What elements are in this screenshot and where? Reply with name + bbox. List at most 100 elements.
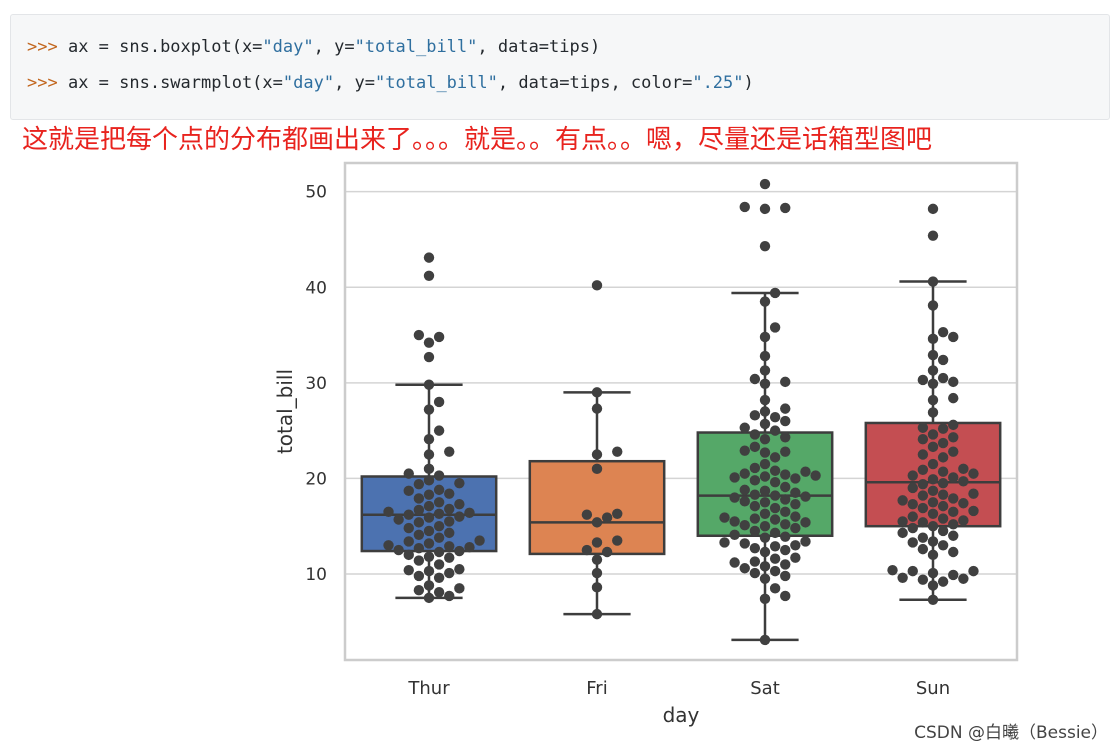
swarm-point	[581, 509, 593, 520]
swarm-point	[769, 452, 781, 463]
swarm-point	[790, 511, 801, 522]
swarm-point	[927, 474, 939, 485]
swarm-point	[423, 512, 435, 523]
swarm-point	[444, 516, 455, 527]
swarm-point	[433, 396, 445, 408]
swarm-point	[749, 525, 761, 537]
swarm-point	[403, 536, 414, 547]
swarm-point	[800, 466, 811, 477]
swarm-point	[948, 419, 959, 431]
swarm-point	[759, 394, 771, 406]
x-tick-label: Sat	[750, 678, 780, 699]
swarm-point	[780, 432, 791, 443]
swarm-point	[591, 449, 603, 460]
swarm-point	[403, 485, 414, 497]
y-tick-label: 10	[305, 565, 327, 585]
repl-prompt: >>>	[27, 37, 58, 57]
code-text: ax = sns.boxplot(x=	[57, 37, 263, 57]
swarm-point	[739, 520, 750, 531]
swarm-point	[927, 378, 939, 389]
swarm-point	[887, 564, 898, 576]
swarm-point	[780, 506, 791, 518]
swarm-point	[423, 463, 435, 475]
swarm-point	[917, 478, 929, 490]
swarm-point	[413, 555, 425, 566]
code-string: "day"	[282, 73, 335, 93]
swarm-point	[800, 517, 811, 528]
swarm-point	[948, 519, 959, 530]
swarm-point	[759, 365, 771, 376]
swarm-point	[423, 475, 435, 486]
swarm-point	[958, 515, 969, 526]
swarm-point	[769, 425, 781, 436]
swarm-point	[790, 552, 801, 563]
swarm-point	[729, 516, 740, 527]
swarm-point	[759, 434, 771, 445]
swarm-point	[800, 536, 811, 547]
swarm-point	[413, 478, 425, 490]
swarm-point	[759, 546, 771, 558]
swarm-point	[749, 410, 761, 421]
swarm-point	[917, 532, 929, 543]
swarm-point	[591, 582, 603, 593]
swarm-point	[810, 470, 821, 481]
swarm-point	[444, 503, 455, 515]
swarm-point	[917, 543, 929, 555]
swarm-point	[769, 553, 781, 564]
swarm-point	[937, 576, 949, 587]
swarm-point	[581, 544, 593, 556]
swarm-point	[454, 583, 465, 594]
swarm-point	[433, 331, 445, 343]
swarm-point	[729, 472, 740, 483]
swarm-point	[759, 378, 771, 389]
swarm-point	[719, 512, 730, 523]
swarm-point	[591, 554, 603, 565]
code-text: , data=tips, color=	[497, 73, 693, 93]
y-tick-label: 30	[305, 374, 327, 394]
swarm-point	[591, 537, 603, 548]
swarm-point	[739, 538, 750, 549]
swarm-point	[937, 500, 949, 512]
swarm-point	[790, 499, 801, 510]
swarm-point	[601, 546, 613, 558]
swarm-point	[968, 488, 979, 499]
swarm-point	[423, 551, 435, 562]
swarm-point	[927, 458, 939, 470]
swarm-point	[433, 546, 445, 558]
swarm-point	[769, 527, 781, 539]
swarm-point	[968, 468, 979, 479]
swarm-point	[937, 423, 949, 434]
swarm-point	[968, 565, 979, 577]
code-text: , data=tips)	[477, 37, 601, 57]
swarm-point	[464, 542, 475, 553]
swarm-point	[937, 477, 949, 489]
swarm-point	[383, 506, 394, 518]
swarm-point	[749, 441, 761, 453]
swarm-point	[454, 511, 465, 522]
swarm-point	[780, 415, 791, 427]
tick-layer: 10 20 30 40 50 Thur Fri Sat Sun	[305, 183, 950, 699]
swarm-point	[937, 372, 949, 384]
swarm-point	[937, 452, 949, 463]
swarm-point	[780, 403, 791, 414]
swarm-point	[759, 447, 771, 458]
swarm-point	[769, 287, 781, 299]
swarm-point	[927, 333, 939, 345]
swarm-point	[769, 412, 781, 423]
swarm-point	[759, 573, 771, 584]
swarm-point	[907, 537, 918, 548]
swarm-point	[948, 472, 959, 483]
swarm-point	[958, 463, 969, 475]
swarm-point	[769, 465, 781, 476]
swarm-point	[591, 608, 603, 620]
swarm-point	[759, 532, 771, 543]
swarm-point	[780, 481, 791, 493]
swarm-point	[897, 516, 908, 527]
swarm-point	[423, 525, 435, 537]
swarm-point	[423, 379, 435, 390]
swarm-point	[423, 270, 435, 281]
swarm-point	[719, 537, 730, 548]
swarm-point	[897, 495, 908, 506]
swarm-point	[917, 422, 929, 433]
swarm-point	[780, 376, 791, 388]
